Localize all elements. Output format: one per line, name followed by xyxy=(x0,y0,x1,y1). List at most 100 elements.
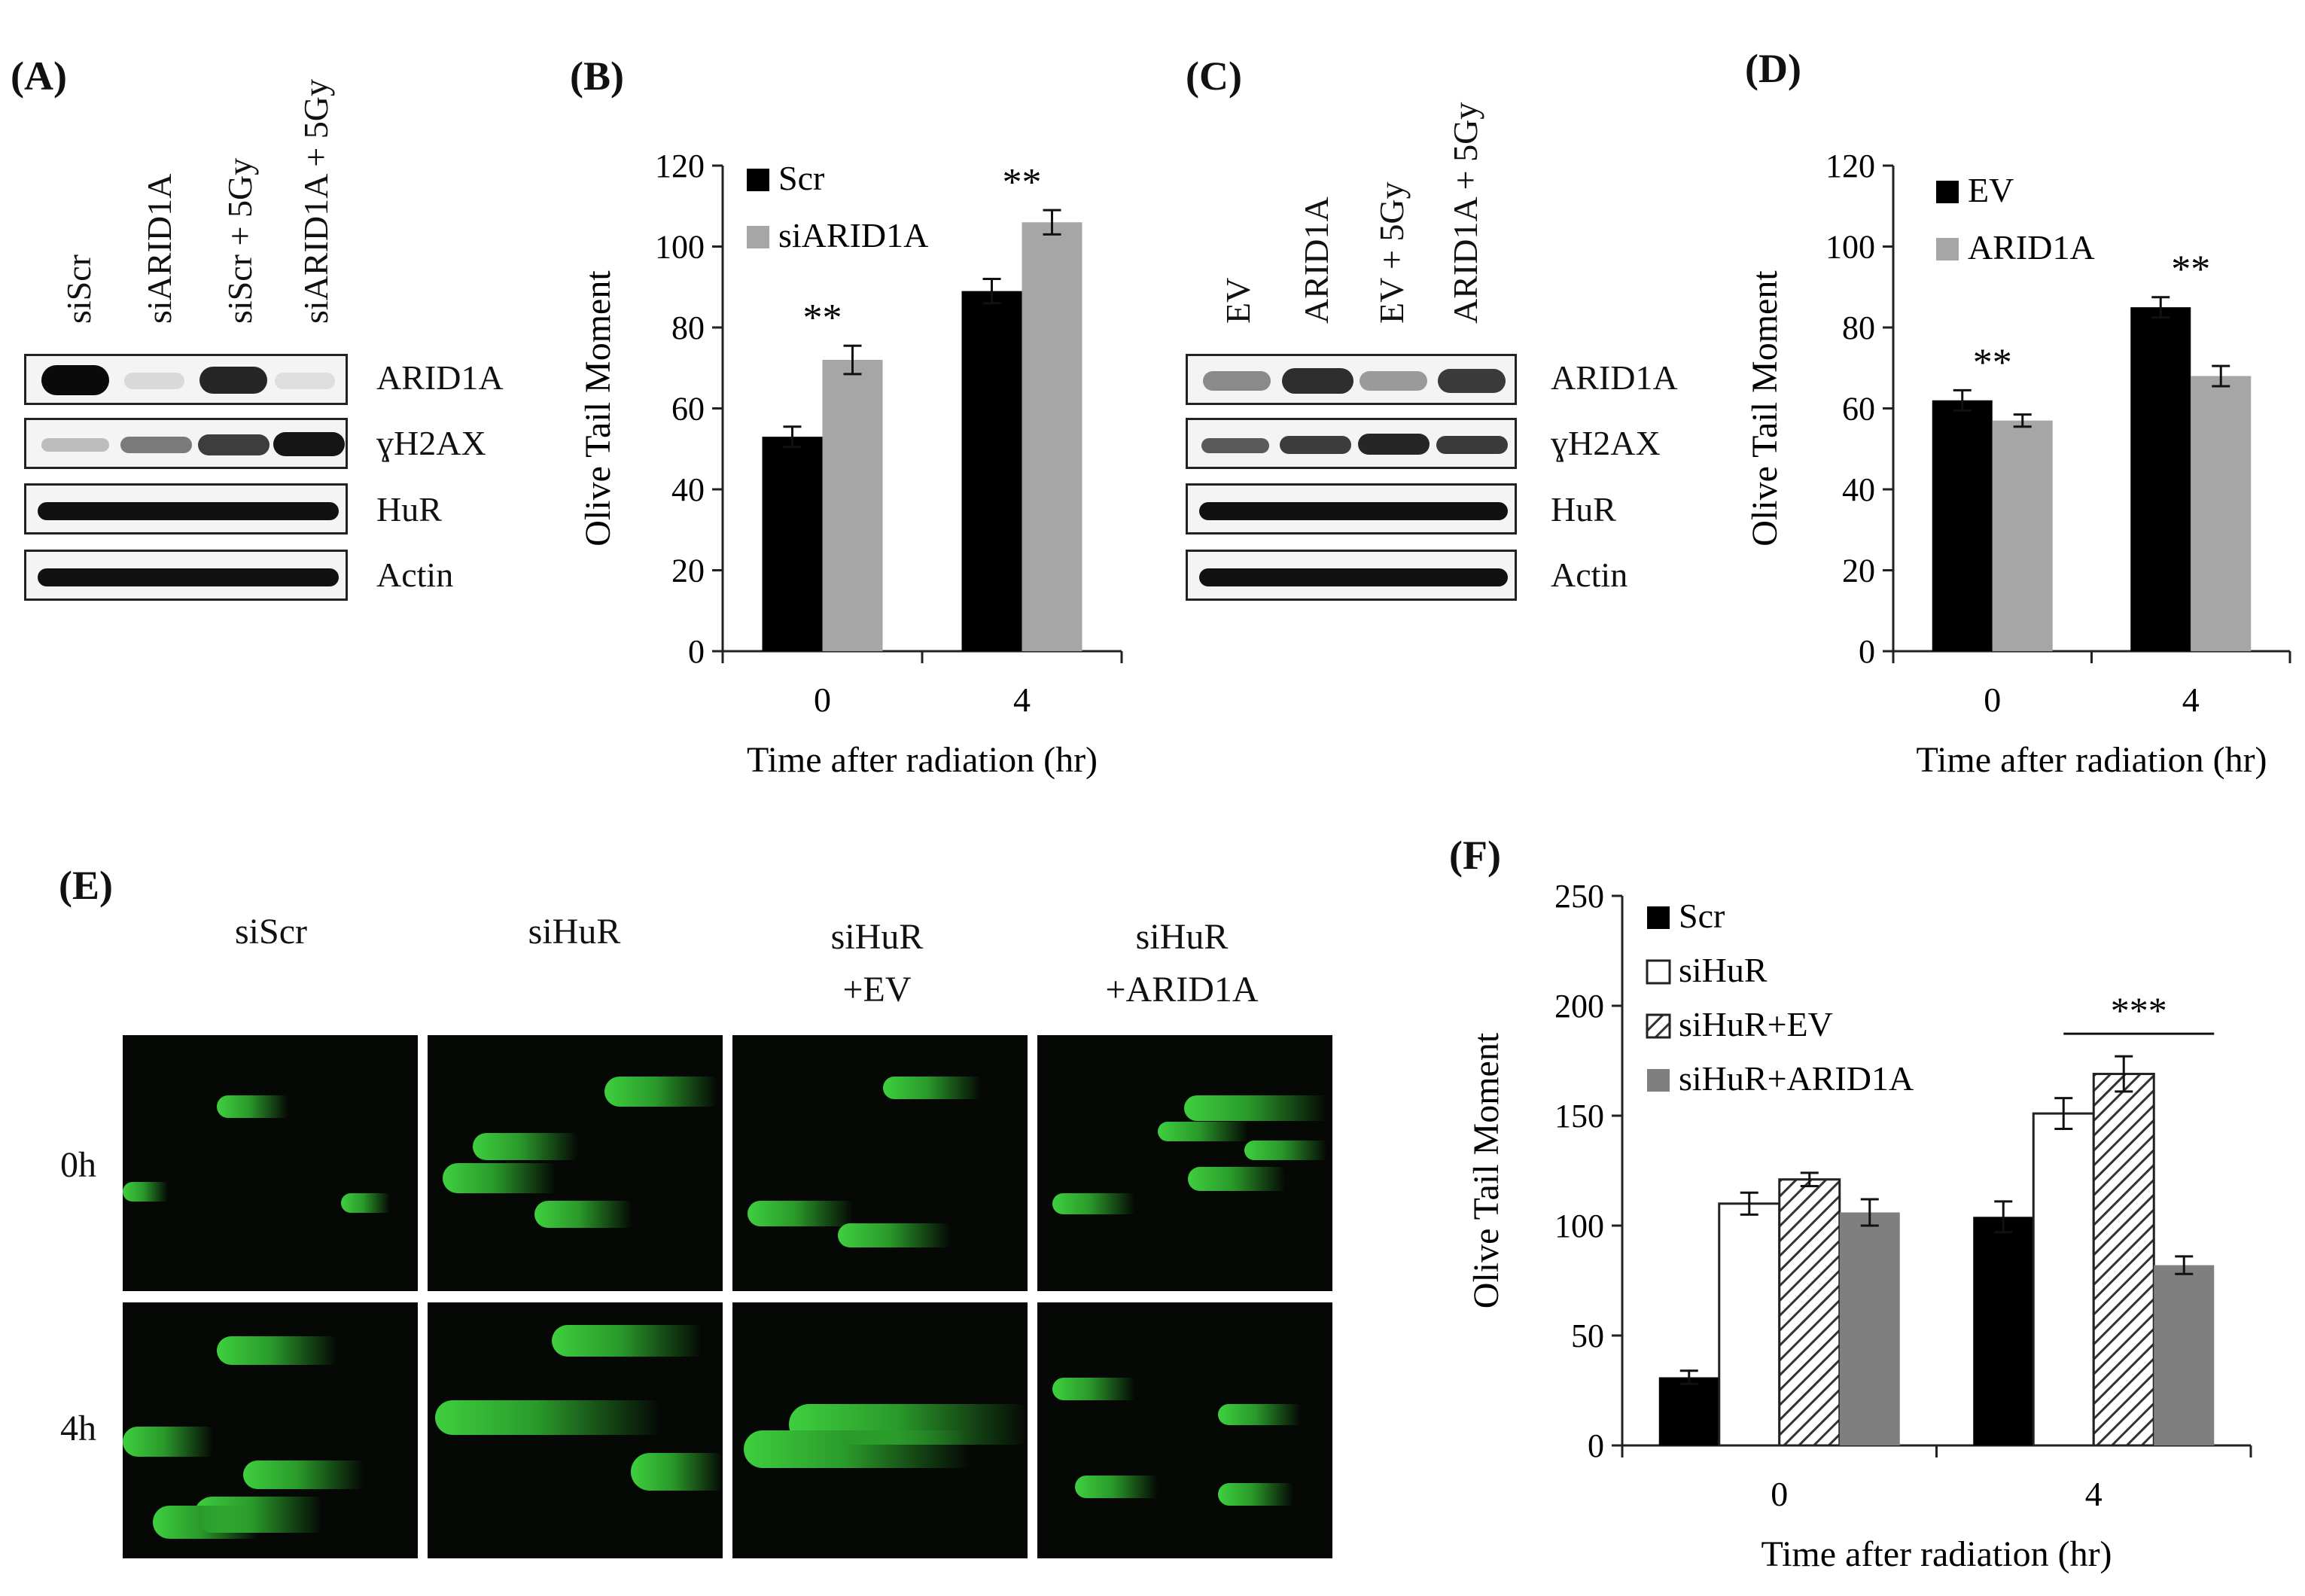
y-tick-label: 80 xyxy=(1842,309,1875,346)
column-header: siHuR +ARID1A xyxy=(1105,917,1259,1010)
bar xyxy=(2032,1112,2095,1447)
legend-swatch xyxy=(1936,181,1959,203)
bar xyxy=(1992,420,2053,651)
y-tick-label: 0 xyxy=(1588,1427,1604,1464)
x-tick-label: 0 xyxy=(1984,681,2001,719)
blot-label: HuR xyxy=(1551,490,1616,528)
micrograph-sihur-0h xyxy=(428,1035,723,1291)
y-tick-label: 0 xyxy=(688,633,705,670)
y-tick-label: 20 xyxy=(1842,553,1875,589)
significance-marker: ** xyxy=(1003,161,1042,204)
legend-swatch xyxy=(1646,1013,1671,1039)
legend-swatch xyxy=(1647,1069,1670,1092)
legend-label: siHuR xyxy=(1679,951,1768,989)
blot-label: HuR xyxy=(376,490,442,528)
blot-arid1a xyxy=(1186,354,1517,405)
x-axis-label: Time after radiation (hr) xyxy=(747,740,1098,780)
x-tick-label: 0 xyxy=(1771,1475,1788,1513)
legend-label: ARID1A xyxy=(1968,228,2095,267)
column-header: siHuR xyxy=(528,912,621,952)
bar xyxy=(961,291,1022,651)
panel-label-a: (A) xyxy=(11,53,67,99)
legend-swatch xyxy=(1936,238,1959,260)
y-tick-label: 40 xyxy=(1842,471,1875,508)
bar xyxy=(2154,1265,2215,1445)
chart-f: 0 50 100 150 200 250 0 4 *** Scr siHuR siHuR+EV siHu… xyxy=(1466,878,2252,1574)
y-tick-label: 50 xyxy=(1571,1317,1604,1354)
panel-label-b: (B) xyxy=(570,53,624,99)
micrograph-sihur-4h xyxy=(428,1302,723,1558)
blot-actin xyxy=(1186,550,1517,601)
y-tick-label: 40 xyxy=(671,471,705,508)
blot-actin xyxy=(24,550,348,601)
y-tick-label: 80 xyxy=(671,309,705,346)
y-tick-label: 150 xyxy=(1554,1098,1604,1135)
y-tick-label: 100 xyxy=(655,229,705,266)
lane-label: siARID1A xyxy=(140,173,178,324)
lane-label: siScr + 5Gy xyxy=(221,157,259,324)
blot-arid1a xyxy=(24,354,348,405)
legend-label: Scr xyxy=(778,159,824,197)
y-tick-label: 60 xyxy=(671,391,705,428)
y-tick-label: 120 xyxy=(655,148,705,184)
bar xyxy=(822,360,883,651)
micrograph-sihur-ev-0h xyxy=(732,1035,1028,1291)
legend-swatch xyxy=(1646,959,1671,985)
chart-d: 0 20 40 60 80 100 120 0 ** 4 ** EV ARID1A Time after … xyxy=(1745,148,2291,780)
blot-h2ax xyxy=(24,418,348,469)
bar xyxy=(2191,376,2252,651)
y-tick-label: 20 xyxy=(671,553,705,589)
bar xyxy=(1022,222,1082,651)
row-header: 0h xyxy=(60,1145,96,1185)
blot-label: ARID1A xyxy=(1551,358,1678,397)
x-tick-label: 4 xyxy=(2085,1475,2103,1513)
y-tick-label: 200 xyxy=(1554,988,1604,1025)
micrograph-sihur-arid1a-4h xyxy=(1037,1302,1332,1558)
x-tick-label: 4 xyxy=(1013,681,1031,719)
bar xyxy=(1932,400,1993,651)
micrograph-siscr-4h xyxy=(123,1302,418,1558)
significance-marker: *** xyxy=(2111,989,2167,1031)
significance-marker: ** xyxy=(803,297,842,340)
x-tick-label: 4 xyxy=(2182,681,2200,719)
y-tick-label: 100 xyxy=(1825,229,1875,266)
x-tick-label: 0 xyxy=(814,681,831,719)
bar xyxy=(1718,1202,1781,1447)
bar xyxy=(2130,307,2191,651)
y-tick-label: 120 xyxy=(1825,148,1875,184)
blot-label: ɣH2AX xyxy=(376,424,486,462)
micrograph-siscr-0h xyxy=(123,1035,418,1291)
micrograph-sihur-arid1a-0h xyxy=(1037,1035,1332,1291)
column-header: siHuR +EV xyxy=(830,917,924,1010)
legend-swatch xyxy=(1647,906,1670,929)
bar xyxy=(762,437,823,651)
blot-label: ɣH2AX xyxy=(1551,424,1661,462)
lane-label: EV + 5Gy xyxy=(1372,181,1411,324)
blot-h2ax xyxy=(1186,418,1517,469)
x-axis-label: Time after radiation (hr) xyxy=(1916,740,2267,780)
panel-label-e: (E) xyxy=(59,863,113,908)
blot-label: ARID1A xyxy=(376,358,504,397)
legend-label: siARID1A xyxy=(778,216,928,254)
y-tick-label: 100 xyxy=(1554,1208,1604,1244)
legend-swatch xyxy=(747,226,769,248)
bar xyxy=(1973,1217,2034,1445)
bar xyxy=(1778,1178,1841,1447)
bar xyxy=(1658,1377,1719,1445)
lane-label: siScr xyxy=(59,254,98,324)
y-tick-label: 250 xyxy=(1554,878,1604,915)
lane-label: ARID1A + 5Gy xyxy=(1446,102,1484,324)
micrograph-sihur-ev-4h xyxy=(732,1302,1028,1558)
blot-label: Actin xyxy=(376,556,454,594)
blot-label: Actin xyxy=(1551,556,1628,594)
chart-b: 0 20 40 60 80 100 120 0 ** 4 ** Scr siARID1A Time aft… xyxy=(578,148,1123,780)
significance-marker: ** xyxy=(1973,341,2012,384)
x-axis-label: Time after radiation (hr) xyxy=(1761,1534,2112,1574)
panel-label-d: (D) xyxy=(1745,46,1801,91)
y-axis-label: Olive Tail Moment xyxy=(578,270,618,547)
legend-label: Scr xyxy=(1679,897,1725,935)
column-header: siScr xyxy=(235,912,307,952)
y-axis-label: Olive Tail Moment xyxy=(1466,1032,1506,1308)
legend-swatch xyxy=(747,169,769,191)
blot-hur xyxy=(24,483,348,535)
